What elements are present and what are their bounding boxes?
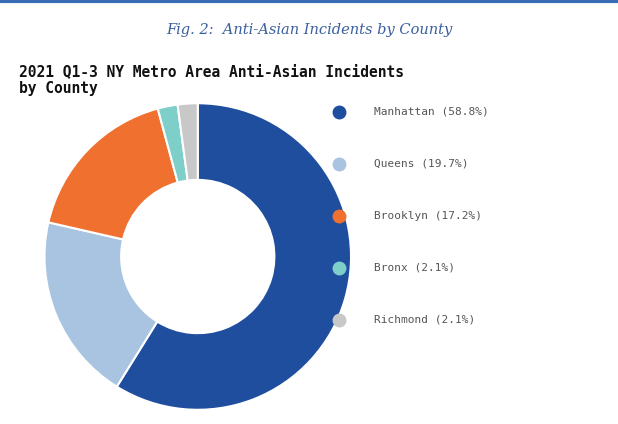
Wedge shape — [117, 103, 351, 410]
Circle shape — [556, 380, 578, 395]
Text: Richmond (2.1%): Richmond (2.1%) — [374, 315, 475, 325]
Wedge shape — [158, 105, 188, 183]
Text: Manhattan (58.8%): Manhattan (58.8%) — [374, 107, 488, 117]
Wedge shape — [44, 222, 157, 387]
Wedge shape — [177, 103, 198, 181]
Text: Fig. 2:  Anti-Asian Incidents by County: Fig. 2: Anti-Asian Incidents by County — [166, 23, 452, 37]
Text: Bronx (2.1%): Bronx (2.1%) — [374, 263, 455, 273]
Text: Queens (19.7%): Queens (19.7%) — [374, 159, 468, 169]
Text: Brooklyn (17.2%): Brooklyn (17.2%) — [374, 211, 481, 221]
Wedge shape — [48, 109, 178, 240]
Polygon shape — [548, 394, 586, 414]
Text: 2021 Q1-3 NY Metro Area Anti-Asian Incidents
by County: 2021 Q1-3 NY Metro Area Anti-Asian Incid… — [19, 64, 404, 96]
